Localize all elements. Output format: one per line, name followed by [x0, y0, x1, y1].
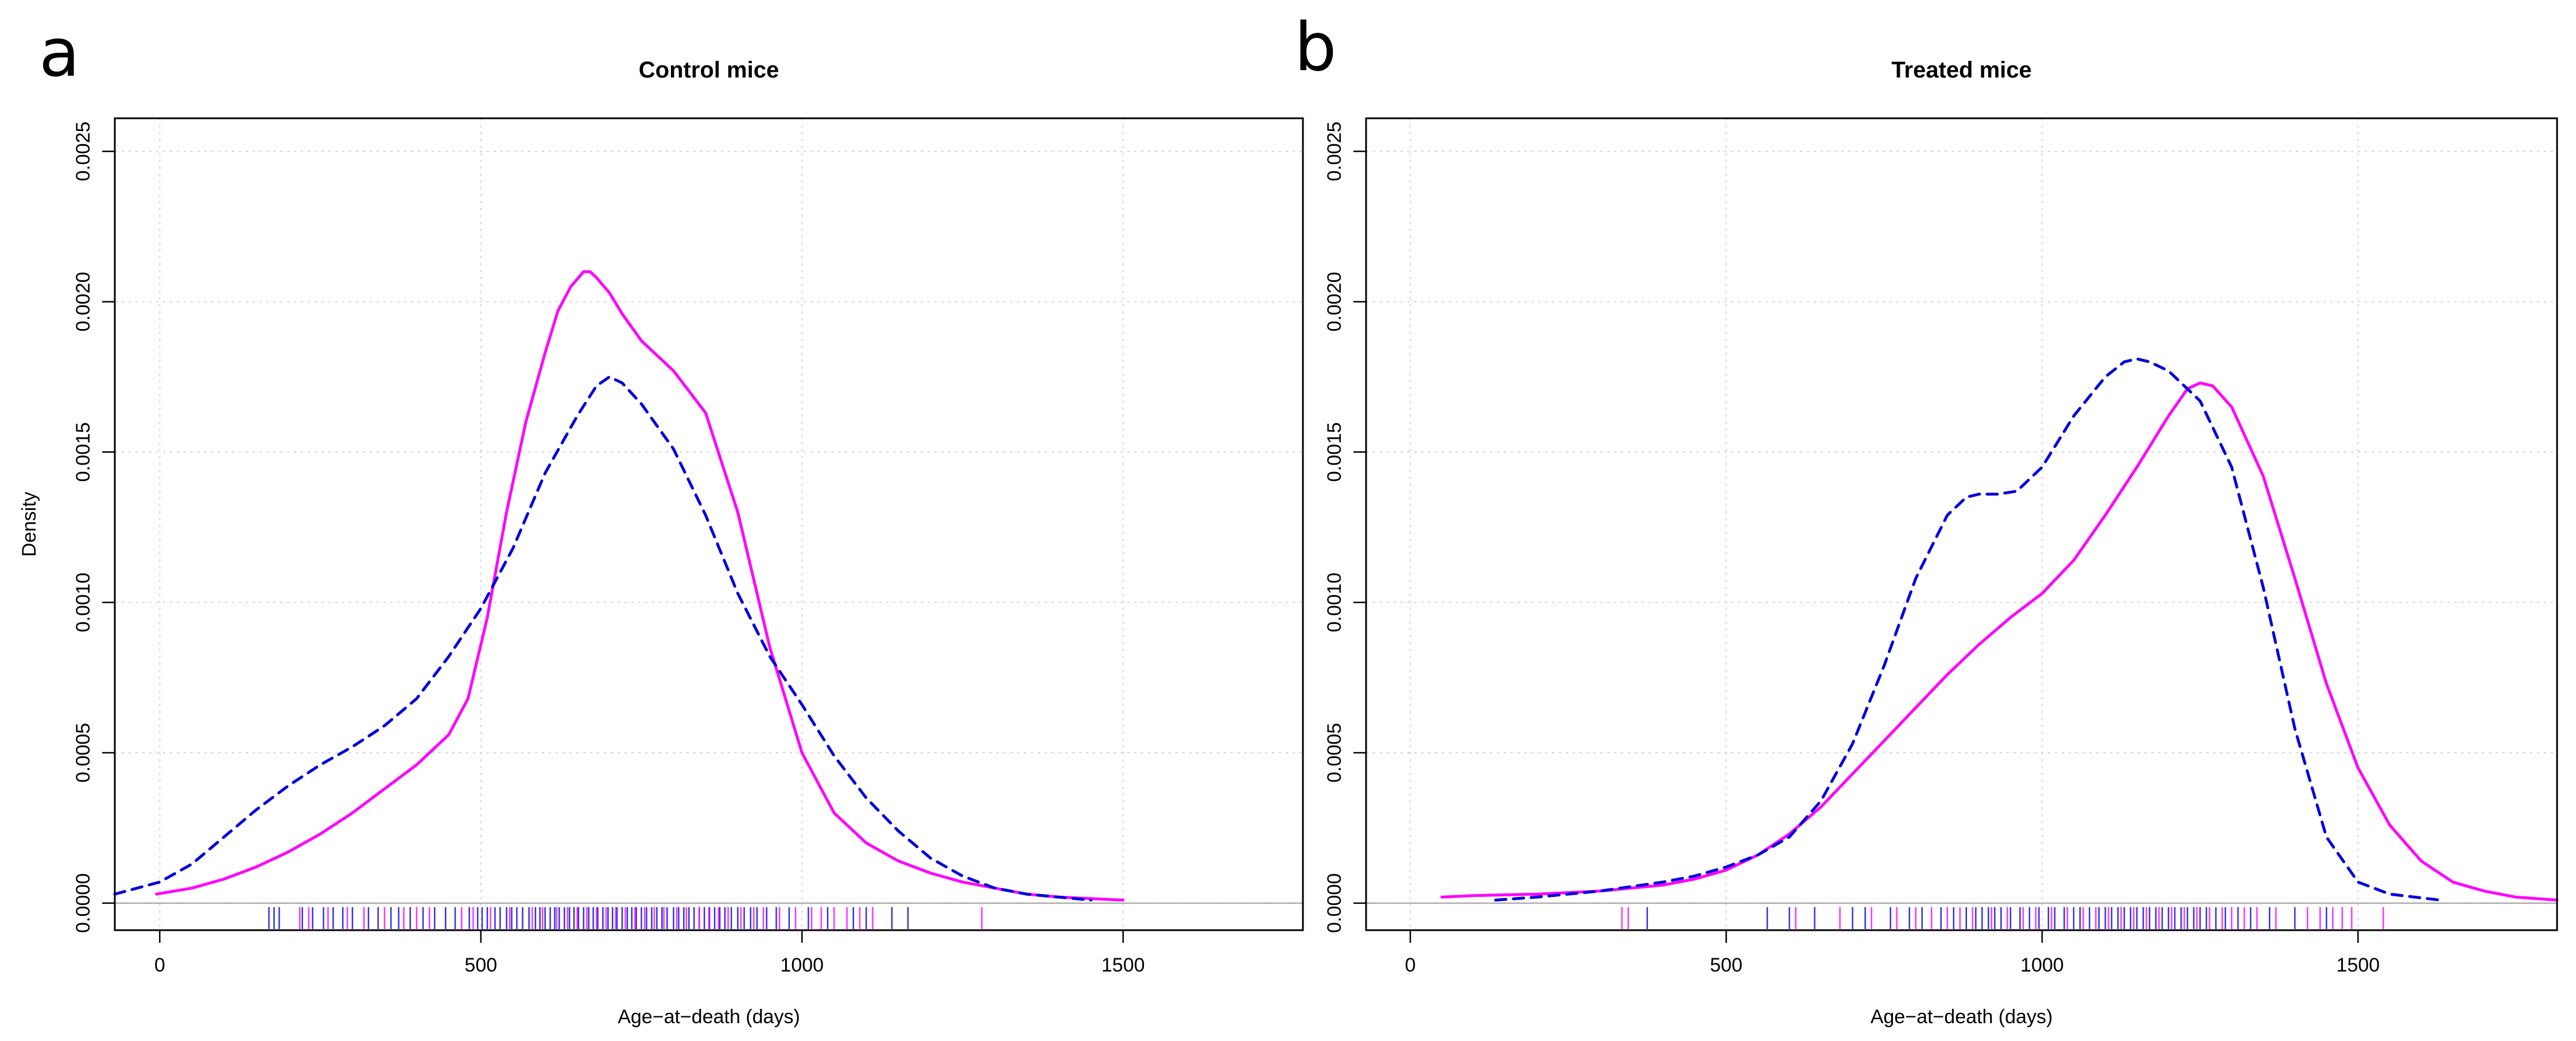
density-curves-b: [1440, 357, 2559, 902]
y-axis-b: 0.0000 0.0005 0.0010 0.0015 0.0020 0.0025: [1324, 122, 1366, 933]
y-tick-label-0: 0.0000: [72, 873, 94, 933]
y-tick-label-5: 0.0025: [1324, 122, 1345, 181]
x-tick-label-3: 1500: [1101, 954, 1145, 976]
x-axis-a: 0 500 1000 1500: [154, 930, 1145, 976]
rug-b: [1621, 907, 2384, 929]
x-tick-label-0: 0: [154, 954, 165, 976]
y-tick-label-3: 0.0015: [72, 422, 94, 482]
y-tick-label-2: 0.0010: [1324, 572, 1345, 632]
y-tick-label-0: 0.0000: [1324, 873, 1345, 933]
y-tick-label-1: 0.0005: [72, 723, 94, 783]
chart-title-b: Treated mice: [1891, 57, 2032, 83]
rug-a: [268, 907, 983, 929]
x-tick-label-1: 500: [1710, 954, 1743, 976]
y-tick-label-1: 0.0005: [1324, 723, 1345, 783]
panel-letter-a: a: [39, 14, 80, 92]
y-tick-label-3: 0.0015: [1324, 422, 1345, 482]
density-curve-blue: [1494, 357, 2442, 902]
panel-a: 0 500 1000 1500 0.00000.00050.00100.00150.0…: [18, 14, 1304, 1028]
panel-letter-b: b: [1294, 9, 1337, 86]
plot-frame-b: [1365, 117, 2558, 931]
y-tick-label-5: 0.0025: [72, 122, 94, 181]
x-axis-label-a: Age−at−death (days): [618, 1006, 800, 1028]
chart-title-a: Control mice: [639, 57, 779, 83]
y-tick-label-4: 0.0020: [1324, 272, 1345, 331]
plot-frame-a: [114, 117, 1304, 931]
density-curve-blue: [113, 375, 1093, 902]
y-tick-label-2: 0.0010: [72, 572, 94, 632]
x-tick-label-2: 1000: [2020, 954, 2064, 976]
grid-a: [115, 118, 1303, 930]
x-tick-label-0: 0: [1405, 954, 1416, 976]
density-curves-a: [113, 270, 1125, 902]
x-tick-label-2: 1000: [780, 954, 824, 976]
density-curve-magenta: [1440, 381, 2559, 902]
y-tick-label-4: 0.0020: [72, 272, 94, 331]
x-axis-label-b: Age−at−death (days): [1871, 1006, 2053, 1028]
panel-b: 0 500 1000 1500 0.00000.00050.00100.00150.0…: [1294, 9, 2559, 1028]
x-tick-label-1: 500: [464, 954, 497, 976]
grid-b: [1366, 118, 2557, 930]
density-curve-magenta: [155, 270, 1125, 902]
y-axis-label-a: Density: [18, 492, 40, 556]
x-tick-label-3: 1500: [2336, 954, 2380, 976]
x-axis-b: 0 500 1000 1500: [1405, 930, 2380, 976]
y-axis-a: 0.0000 0.0005 0.0010 0.0015 0.0020 0.0025: [72, 122, 115, 933]
